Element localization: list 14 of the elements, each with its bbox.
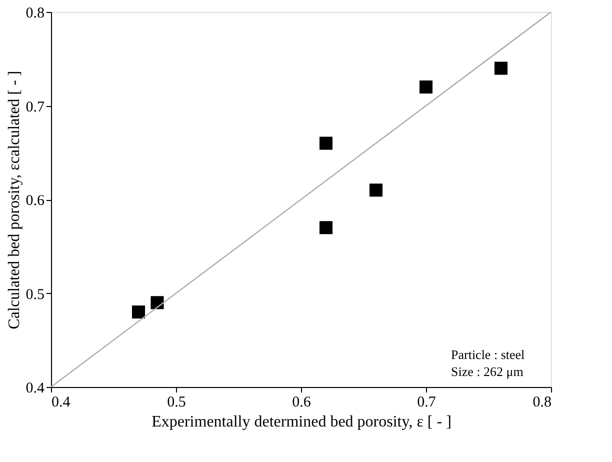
x-tick-label: 0.8 bbox=[532, 394, 552, 410]
y-tick-label: 0.5 bbox=[26, 286, 44, 303]
y-tick-label: 0.4 bbox=[26, 380, 45, 396]
y-axis-title: Calculated bed porosity, εcalculated [ - ] bbox=[6, 70, 23, 330]
x-axis-title: Experimentally determined bed porosity, ε [ - ] bbox=[152, 414, 452, 430]
annotation: Size : 262 μm bbox=[451, 364, 524, 379]
annotation: Particle : steel bbox=[451, 347, 526, 362]
y-tick-label: 0.8 bbox=[26, 6, 44, 22]
x-tick-label: 0.4 bbox=[52, 394, 71, 410]
y-tick-label: 0.7 bbox=[26, 99, 45, 116]
x-tick-label: 0.5 bbox=[167, 394, 186, 410]
x-tick-label: 0.7 bbox=[417, 394, 436, 410]
y-tick-label: 0.6 bbox=[26, 193, 45, 209]
x-tick-label: 0.6 bbox=[292, 394, 312, 410]
